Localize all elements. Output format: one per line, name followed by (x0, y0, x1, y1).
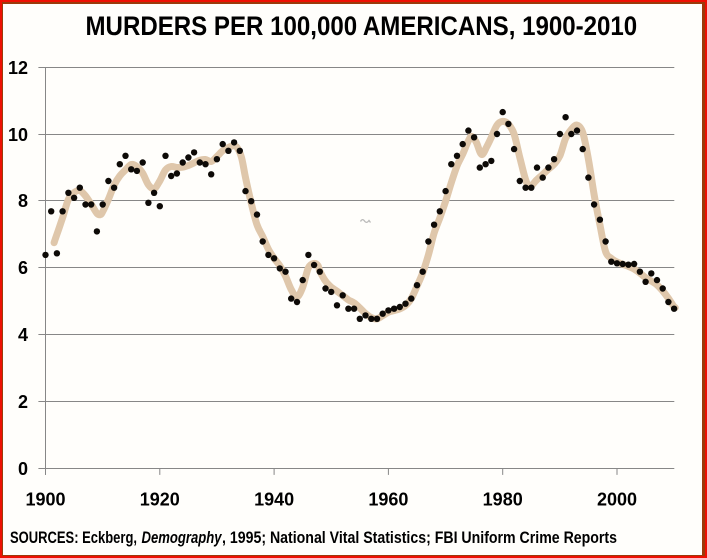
svg-text:, 1995; National Vital Statist: , 1995; National Vital Statistics; FBI U… (222, 528, 617, 547)
svg-text:MURDERS PER 100,000 AMERICANS,: MURDERS PER 100,000 AMERICANS, 1900-2010 (86, 11, 638, 41)
svg-text:10: 10 (8, 125, 28, 145)
svg-text:8: 8 (18, 191, 28, 211)
svg-text:2: 2 (18, 392, 28, 412)
svg-text:6: 6 (18, 258, 28, 278)
svg-text:1980: 1980 (483, 489, 523, 509)
svg-text:4: 4 (18, 325, 28, 345)
svg-text:0: 0 (18, 459, 28, 479)
svg-text:1940: 1940 (254, 489, 294, 509)
svg-text:1900: 1900 (25, 489, 65, 509)
svg-text:2000: 2000 (597, 489, 637, 509)
svg-text:1960: 1960 (368, 489, 408, 509)
svg-text:12: 12 (8, 58, 28, 78)
svg-text:1920: 1920 (140, 489, 180, 509)
svg-text:Demography: Demography (142, 528, 223, 547)
svg-text:SOURCES: Eckberg,: SOURCES: Eckberg, (10, 528, 137, 547)
